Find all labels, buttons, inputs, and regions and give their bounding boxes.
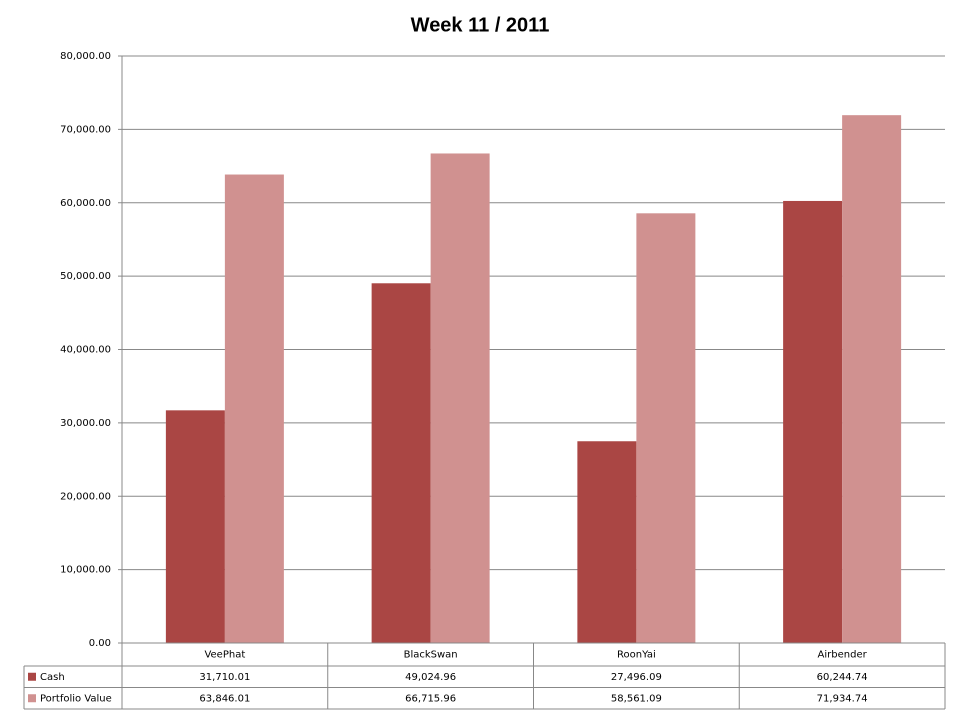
table-value: 66,715.96 — [405, 693, 456, 704]
y-tick-label: 70,000.00 — [60, 124, 111, 135]
bar — [165, 410, 225, 643]
legend-swatch — [28, 672, 36, 681]
x-tick-label: VeePhat — [204, 650, 245, 661]
table-value: 31,710.01 — [199, 672, 250, 683]
table-value: 60,244.74 — [817, 672, 868, 683]
bar — [224, 174, 284, 643]
table-value: 63,846.01 — [199, 693, 250, 704]
y-tick-label: 30,000.00 — [60, 418, 111, 429]
legend-swatch — [28, 694, 36, 703]
y-tick-label: 0.00 — [89, 638, 111, 649]
bar — [636, 213, 696, 644]
x-tick-label: Airbender — [818, 650, 868, 661]
y-tick-label: 50,000.00 — [60, 271, 111, 282]
bar — [783, 200, 843, 643]
table-value: 58,561.09 — [611, 693, 662, 704]
x-tick-label: BlackSwan — [404, 650, 458, 661]
y-tick-label: 20,000.00 — [60, 491, 111, 502]
y-tick-label: 80,000.00 — [60, 51, 111, 62]
bar — [577, 441, 637, 643]
x-tick-label: RoonYai — [617, 650, 656, 661]
bar — [430, 153, 490, 643]
bar — [842, 115, 902, 644]
table-value: 27,496.09 — [611, 672, 662, 683]
y-tick-label: 60,000.00 — [60, 198, 111, 209]
legend-label: Portfolio Value — [40, 693, 112, 704]
table-value: 49,024.96 — [405, 672, 456, 683]
table-value: 71,934.74 — [817, 693, 868, 704]
y-tick-label: 10,000.00 — [60, 565, 111, 576]
legend-label: Cash — [40, 672, 65, 683]
y-tick-label: 40,000.00 — [60, 345, 111, 356]
bar — [371, 283, 431, 643]
chart-title: Week 11 / 2011 — [411, 14, 550, 36]
